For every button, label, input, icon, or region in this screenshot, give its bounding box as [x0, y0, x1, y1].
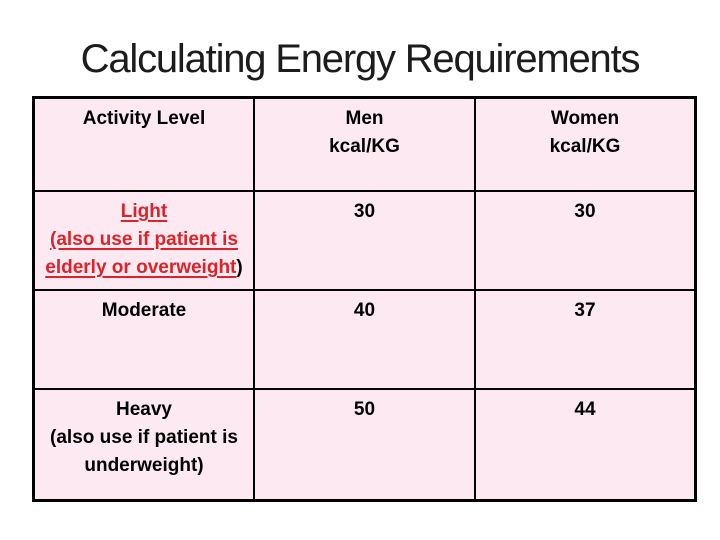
light-men-kcal: 30 — [353, 201, 376, 222]
row-moderate-activity-cell: Moderate — [35, 291, 255, 390]
row-heavy-women-value: 44 — [476, 390, 694, 499]
light-note-line2-red: elderly or overweight — [45, 257, 237, 278]
header-women-unit: kcal/KG — [549, 136, 621, 157]
heavy-women-kcal: 44 — [574, 399, 596, 420]
light-note-close-paren: ) — [236, 257, 243, 278]
row-light-activity-cell: Light (also use if patient is elderly or… — [35, 192, 255, 291]
heavy-men-kcal: 50 — [353, 399, 376, 420]
header-cell-women: Women kcal/KG — [476, 99, 694, 192]
light-note-line1: (also use if patient is — [50, 229, 238, 250]
light-label: Light — [120, 201, 168, 222]
header-activity-label: Activity Level — [82, 108, 206, 129]
header-women-label: Women — [550, 108, 620, 129]
heavy-note-line2: underweight) — [84, 455, 204, 476]
moderate-men-kcal: 40 — [353, 300, 376, 321]
header-men-label: Men — [345, 108, 384, 129]
row-heavy-men-value: 50 — [255, 390, 476, 499]
row-light-women-value: 30 — [476, 192, 694, 291]
row-moderate-men-value: 40 — [255, 291, 476, 390]
slide-title: Calculating Energy Requirements — [80, 37, 641, 81]
row-heavy-activity-cell: Heavy (also use if patient is underweigh… — [35, 390, 255, 499]
header-cell-activity-level: Activity Level — [35, 99, 255, 192]
moderate-label: Moderate — [101, 300, 187, 321]
light-women-kcal: 30 — [574, 201, 596, 222]
header-cell-men: Men kcal/KG — [255, 99, 476, 192]
energy-requirements-table: Activity Level Men kcal/KG Women kcal/KG… — [32, 96, 697, 502]
row-light-men-value: 30 — [255, 192, 476, 291]
light-note-line2: elderly or overweight) — [35, 254, 253, 282]
heavy-note-line1: (also use if patient is — [50, 427, 238, 448]
header-men-unit: kcal/KG — [329, 136, 400, 157]
row-moderate-women-value: 37 — [476, 291, 694, 390]
heavy-label: Heavy — [116, 399, 172, 420]
moderate-women-kcal: 37 — [574, 300, 596, 321]
